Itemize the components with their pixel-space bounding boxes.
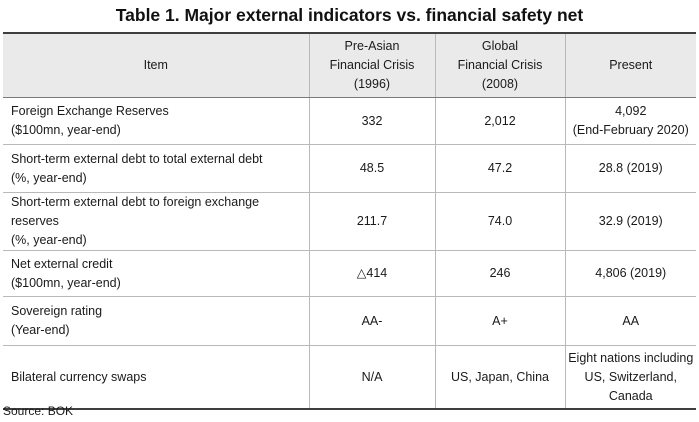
- table-row: Net external credit ($100mn, year-end) △…: [3, 250, 696, 297]
- header-present: Present: [564, 32, 696, 98]
- item-line: Short-term external debt to foreign exch…: [11, 195, 260, 228]
- source-note: Source: BOK: [3, 404, 74, 418]
- cell-value: 48.5: [359, 161, 385, 175]
- cell-global: 2,012: [434, 97, 565, 145]
- cell-value: Eight nations including: [568, 350, 694, 365]
- cell-pre-asian: N/A: [308, 345, 435, 410]
- cell-present: AA: [564, 296, 696, 346]
- item-line: Net external credit: [11, 256, 113, 271]
- cell-value: (End-February 2020): [572, 123, 689, 137]
- cell-value: 74.0: [487, 214, 513, 228]
- item-line: (Year-end): [11, 323, 70, 337]
- cell-value: △414: [356, 266, 388, 280]
- cell-value: 28.8 (2019): [598, 161, 663, 175]
- header-line: Financial Crisis: [329, 58, 415, 72]
- cell-pre-asian: 48.5: [308, 144, 435, 193]
- cell-pre-asian: AA-: [308, 296, 435, 346]
- cell-pre-asian: △414: [308, 250, 435, 297]
- table-row: Bilateral currency swaps N/A US, Japan, …: [3, 345, 696, 410]
- header-global-crisis: Global Financial Crisis (2008): [434, 32, 565, 98]
- cell-global: 47.2: [434, 144, 565, 193]
- cell-item: Foreign Exchange Reserves ($100mn, year-…: [3, 97, 309, 145]
- cell-value: 32.9 (2019): [598, 214, 663, 228]
- table-title: Table 1. Major external indicators vs. f…: [115, 5, 584, 25]
- cell-value: 332: [361, 113, 383, 128]
- cell-present: 32.9 (2019): [564, 192, 696, 251]
- cell-present: 4,806 (2019): [564, 250, 696, 297]
- table-header-row: Item Pre-Asian Financial Crisis (1996) G…: [3, 32, 696, 98]
- cell-item: Bilateral currency swaps: [3, 345, 309, 410]
- header-line: (1996): [353, 77, 391, 91]
- cell-value: Canada: [608, 388, 653, 403]
- cell-present: 28.8 (2019): [564, 144, 696, 193]
- table-row: Short-term external debt to total extern…: [3, 144, 696, 193]
- header-item-label: Item: [143, 58, 168, 72]
- item-line: (%, year-end): [11, 233, 87, 247]
- header-line: Financial Crisis: [457, 58, 543, 72]
- indicators-table: Item Pre-Asian Financial Crisis (1996) G…: [3, 32, 696, 410]
- cell-global: A+: [434, 296, 565, 346]
- header-line: Pre-Asian: [344, 39, 400, 53]
- cell-value: 4,092: [615, 104, 647, 118]
- table-row: Sovereign rating (Year-end) AA- A+ AA: [3, 296, 696, 346]
- cell-item: Sovereign rating (Year-end): [3, 296, 309, 346]
- cell-value: 246: [489, 266, 511, 280]
- cell-global: US, Japan, China: [434, 345, 565, 410]
- cell-value: US, Switzerland,: [584, 369, 677, 384]
- cell-value: N/A: [361, 369, 383, 384]
- item-line: (%, year-end): [11, 170, 87, 185]
- cell-item: Short-term external debt to foreign exch…: [3, 192, 309, 251]
- cell-value: US, Japan, China: [451, 369, 549, 384]
- header-line: (2008): [481, 77, 519, 91]
- cell-global: 74.0: [434, 192, 565, 251]
- cell-global: 246: [434, 250, 565, 297]
- cell-pre-asian: 332: [308, 97, 435, 145]
- cell-pre-asian: 211.7: [308, 192, 435, 251]
- item-line: Sovereign rating: [11, 304, 103, 318]
- cell-present: 4,092 (End-February 2020): [564, 97, 696, 145]
- cell-value: 2,012: [484, 113, 516, 128]
- cell-value: 47.2: [487, 161, 513, 175]
- header-item: Item: [3, 32, 309, 98]
- header-line: Global: [481, 39, 519, 53]
- cell-value: AA-: [361, 313, 383, 328]
- table-row: Short-term external debt to foreign exch…: [3, 192, 696, 251]
- cell-value: AA: [622, 313, 640, 328]
- item-line: Foreign Exchange Reserves: [11, 104, 169, 118]
- cell-present: Eight nations including US, Switzerland,…: [564, 345, 696, 410]
- header-pre-asian-crisis: Pre-Asian Financial Crisis (1996): [308, 32, 435, 98]
- item-line: ($100mn, year-end): [11, 275, 121, 290]
- item-line: Short-term external debt to total extern…: [11, 151, 263, 166]
- cell-value: 211.7: [356, 214, 388, 228]
- item-line: ($100mn, year-end): [11, 123, 121, 137]
- table-row: Foreign Exchange Reserves ($100mn, year-…: [3, 97, 696, 145]
- cell-item: Net external credit ($100mn, year-end): [3, 250, 309, 297]
- cell-item: Short-term external debt to total extern…: [3, 144, 309, 193]
- cell-value: A+: [492, 313, 508, 328]
- header-present-label: Present: [609, 58, 653, 72]
- cell-value: 4,806 (2019): [595, 266, 667, 280]
- item-line: Bilateral currency swaps: [11, 369, 147, 384]
